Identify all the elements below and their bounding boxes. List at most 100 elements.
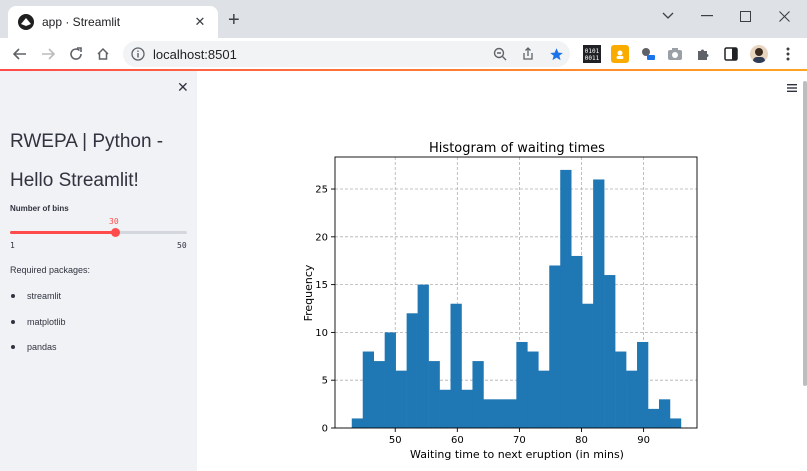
list-item: matplotlib <box>10 317 66 327</box>
histogram-bar <box>560 169 572 428</box>
package-name: pandas <box>27 342 57 352</box>
histogram-bar <box>516 341 528 428</box>
bullet-icon <box>11 320 15 324</box>
histogram-bar <box>417 284 429 428</box>
app-top-decoration <box>0 69 807 71</box>
app-menu-icon[interactable] <box>787 79 797 97</box>
y-tick-label: 0 <box>322 424 328 435</box>
camera-extension-icon[interactable] <box>666 45 684 63</box>
histogram-bar <box>615 351 627 428</box>
histogram-bar <box>428 361 440 428</box>
bullet-icon <box>11 345 15 349</box>
browser-menu-icon[interactable] <box>779 45 797 63</box>
y-tick-label: 25 <box>315 185 328 196</box>
y-axis-label: Frequency <box>302 264 315 321</box>
histogram-bar <box>658 399 671 428</box>
x-tick-label: 70 <box>513 435 526 446</box>
side-panel-icon[interactable] <box>722 45 740 63</box>
x-tick-label: 90 <box>637 435 650 446</box>
binary-extension-icon[interactable]: 0101 0011 <box>583 45 601 63</box>
home-icon[interactable] <box>93 44 113 64</box>
sidebar-title-line1: RWEPA | Python - <box>10 131 164 152</box>
histogram-bar <box>450 303 462 428</box>
histogram-bar <box>637 341 649 428</box>
reload-icon[interactable] <box>66 44 86 64</box>
histogram-bar <box>593 179 605 428</box>
package-name: streamlit <box>27 291 62 301</box>
main-content: Histogram of waiting times Waiting time … <box>197 71 807 471</box>
url-text: localhost:8501 <box>153 46 237 62</box>
x-tick-label: 60 <box>451 435 464 446</box>
new-tab-icon[interactable]: + <box>228 9 240 31</box>
maximize-icon[interactable] <box>722 6 768 26</box>
share-icon[interactable] <box>514 47 542 61</box>
browser-toolbar: localhost:8501 0101 0011 <box>0 38 807 70</box>
bug-extension-icon[interactable] <box>639 45 657 63</box>
tab-close-icon[interactable]: ✕ <box>194 14 206 29</box>
histogram-bar <box>439 389 451 428</box>
browser-tab[interactable]: app · Streamlit ✕ <box>8 6 218 38</box>
svg-text:0101: 0101 <box>585 48 600 55</box>
extensions-puzzle-icon[interactable] <box>694 45 712 63</box>
histogram-bar <box>505 399 517 428</box>
tab-title: app · Streamlit <box>42 15 121 29</box>
histogram-bar <box>538 370 550 428</box>
packages-label: Required packages: <box>10 265 91 275</box>
histogram-bar <box>669 418 682 428</box>
streamlit-favicon-icon <box>18 14 34 30</box>
minimize-icon[interactable] <box>684 6 730 26</box>
bullet-icon <box>11 294 15 298</box>
forward-icon[interactable] <box>38 44 58 64</box>
slider-fill <box>10 231 115 234</box>
histogram-bar <box>604 275 616 428</box>
histogram-bar <box>483 399 495 428</box>
histogram-bar <box>384 332 396 428</box>
y-tick-label: 15 <box>315 280 328 291</box>
sidebar-title-line2: Hello Streamlit! <box>10 170 139 191</box>
close-window-icon[interactable] <box>761 6 807 26</box>
histogram-bar <box>494 399 506 428</box>
histogram-bar <box>527 351 539 428</box>
y-tick-label: 20 <box>315 232 328 243</box>
histogram-bar <box>373 361 385 428</box>
notes-extension-icon[interactable] <box>611 45 629 63</box>
back-icon[interactable] <box>10 44 30 64</box>
slider-label: Number of bins <box>10 204 69 213</box>
histogram-chart: Histogram of waiting times Waiting time … <box>302 141 698 461</box>
package-name: matplotlib <box>27 317 66 327</box>
histogram-bar <box>395 370 407 428</box>
close-sidebar-icon[interactable]: ✕ <box>177 79 189 95</box>
histogram-bar <box>461 389 473 428</box>
plot-frame <box>334 156 698 429</box>
svg-text:0011: 0011 <box>585 55 600 62</box>
chart-title: Histogram of waiting times <box>429 141 605 156</box>
histogram-bar <box>472 361 484 428</box>
histogram-bar <box>648 408 660 428</box>
histogram-bar <box>582 303 594 428</box>
zoom-icon[interactable] <box>486 47 514 61</box>
x-axis-label: Waiting time to next eruption (in mins) <box>410 448 624 461</box>
sidebar: ✕ RWEPA | Python - Hello Streamlit! Numb… <box>0 71 197 471</box>
bins-slider[interactable] <box>10 228 187 237</box>
tab-strip: app · Streamlit ✕ + <box>0 0 807 38</box>
site-info-icon[interactable] <box>123 47 153 61</box>
tab-search-icon[interactable] <box>645 6 691 26</box>
list-item: pandas <box>10 342 57 352</box>
bookmark-star-icon[interactable] <box>542 47 570 62</box>
list-item: streamlit <box>10 291 61 301</box>
histogram-bar <box>626 370 638 428</box>
profile-avatar[interactable] <box>750 45 768 63</box>
y-tick-label: 10 <box>315 328 328 339</box>
histogram-bar <box>406 313 418 428</box>
slider-min: 1 <box>10 241 15 250</box>
x-tick-label: 80 <box>575 435 588 446</box>
histogram-bar <box>549 265 561 428</box>
slider-value: 30 <box>109 217 119 226</box>
slider-thumb[interactable] <box>110 228 120 237</box>
address-bar[interactable]: localhost:8501 <box>123 41 570 67</box>
y-tick-label: 5 <box>322 376 328 387</box>
page-scrollbar[interactable] <box>803 81 807 386</box>
x-tick-label: 50 <box>389 435 402 446</box>
histogram-bar <box>571 255 583 428</box>
slider-max: 50 <box>177 241 187 250</box>
